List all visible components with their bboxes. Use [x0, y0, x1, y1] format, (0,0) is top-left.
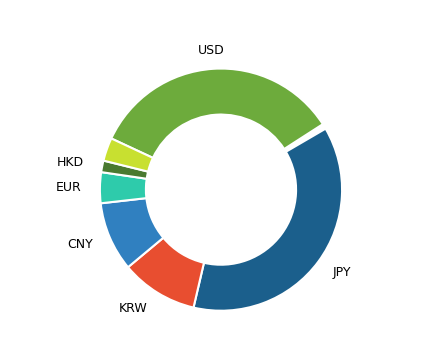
- Wedge shape: [103, 138, 153, 172]
- Wedge shape: [111, 69, 323, 158]
- Wedge shape: [101, 161, 148, 179]
- Text: BTC Volume by Currency: BTC Volume by Currency: [116, 16, 326, 31]
- Text: CNY: CNY: [67, 238, 93, 251]
- Text: USD: USD: [198, 44, 225, 57]
- Text: HKD: HKD: [57, 156, 84, 169]
- Wedge shape: [128, 238, 204, 308]
- Wedge shape: [194, 129, 342, 311]
- Text: JPY: JPY: [333, 266, 351, 279]
- Text: EUR: EUR: [56, 181, 82, 194]
- Wedge shape: [100, 172, 147, 203]
- Text: KRW: KRW: [119, 302, 148, 315]
- Wedge shape: [101, 198, 164, 267]
